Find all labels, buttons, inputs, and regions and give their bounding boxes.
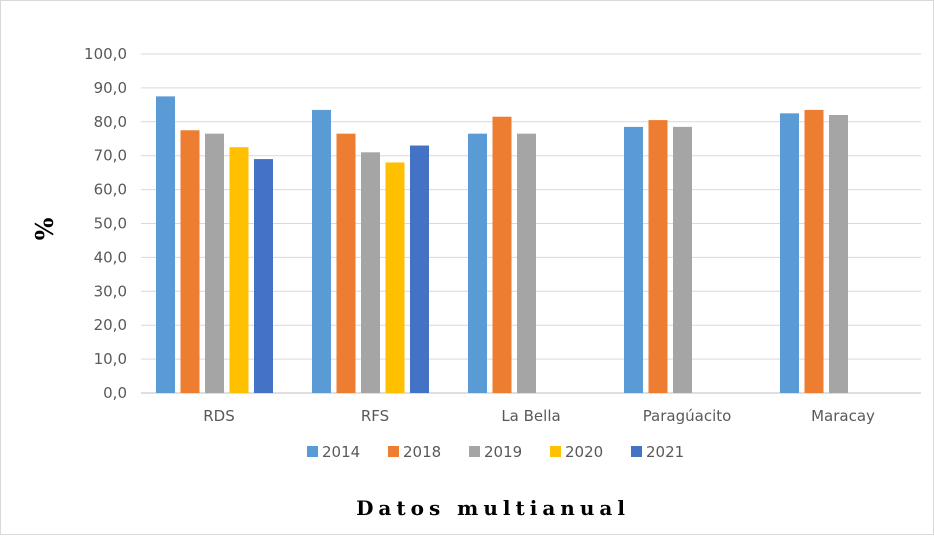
bars	[156, 96, 848, 394]
bar-2021-rfs	[410, 145, 429, 393]
legend-swatch-2014	[307, 446, 318, 457]
bar-2014-rds	[156, 96, 175, 393]
y-tick-label: 20,0	[94, 316, 127, 334]
x-category-label: Paragúacito	[643, 407, 732, 425]
x-category-label: Maracay	[811, 407, 875, 425]
legend-swatch-2020	[550, 446, 561, 457]
bar-2014-maracay	[780, 113, 799, 393]
bar-2018-rfs	[336, 133, 356, 394]
y-axis-label: %	[30, 217, 59, 240]
bar-2018-rds	[180, 130, 200, 393]
bar-2019-rds	[205, 133, 224, 394]
x-axis-title: Datos multianual	[356, 496, 630, 520]
x-axis-categories: RDS RFS La Bella Paragúacito Maracay	[203, 407, 875, 425]
y-tick-label: 50,0	[94, 215, 127, 233]
y-tick-label: 40,0	[94, 248, 127, 266]
bar-2021-rds	[254, 159, 273, 393]
bar-2019-rfs	[361, 152, 380, 393]
x-category-label: RFS	[361, 407, 389, 425]
y-tick-label: 100,0	[84, 45, 127, 63]
legend-label-2014: 2014	[322, 443, 360, 461]
x-category-label: La Bella	[501, 407, 560, 425]
bar-2020-rfs	[385, 162, 405, 393]
legend-swatch-2021	[631, 446, 642, 457]
legend: 2014 2018 2019 2020 2021	[307, 443, 684, 461]
legend-swatch-2019	[469, 446, 480, 457]
bar-2020-rds	[229, 147, 249, 393]
bar-2018-la-bella	[492, 116, 512, 393]
bar-2019-parag-acito	[673, 126, 692, 393]
legend-label-2019: 2019	[484, 443, 522, 461]
bar-2019-maracay	[829, 115, 848, 394]
y-tick-label: 80,0	[94, 113, 127, 131]
bar-2019-la-bella	[517, 133, 536, 394]
y-tick-label: 0,0	[103, 384, 127, 402]
bar-2018-parag-acito	[648, 120, 668, 393]
y-tick-label: 60,0	[94, 181, 127, 199]
bar-2014-rfs	[312, 109, 331, 393]
y-tick-label: 70,0	[94, 147, 127, 165]
y-tick-label: 30,0	[94, 282, 127, 300]
legend-swatch-2018	[388, 446, 399, 457]
y-tick-label: 10,0	[94, 350, 127, 368]
bar-2018-maracay	[804, 109, 824, 393]
y-axis-ticks: 0,0 10,0 20,0 30,0 40,0 50,0 60,0 70,0 80,0 90,0 1…	[84, 45, 127, 402]
legend-label-2020: 2020	[565, 443, 603, 461]
bar-2014-la-bella	[468, 133, 487, 394]
bar-2014-parag-acito	[624, 126, 643, 393]
legend-label-2018: 2018	[403, 443, 441, 461]
legend-label-2021: 2021	[646, 443, 684, 461]
y-tick-label: 90,0	[94, 79, 127, 97]
x-category-label: RDS	[203, 407, 235, 425]
